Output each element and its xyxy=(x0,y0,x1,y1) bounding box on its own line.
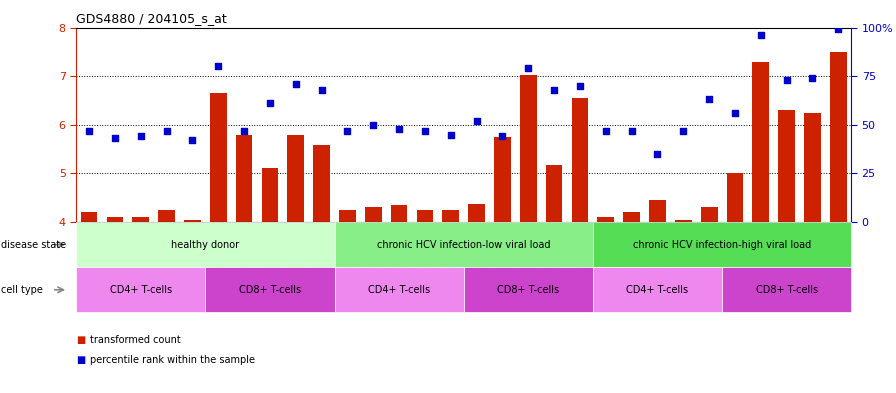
Point xyxy=(676,127,691,134)
Bar xyxy=(81,212,98,222)
Text: CD8+ T-cells: CD8+ T-cells xyxy=(755,285,818,295)
Bar xyxy=(236,136,253,222)
Text: ■: ■ xyxy=(76,335,85,345)
Point xyxy=(185,137,200,143)
Point xyxy=(780,77,794,83)
Point xyxy=(211,63,226,70)
Text: healthy donor: healthy donor xyxy=(171,240,239,250)
Point xyxy=(289,81,303,87)
Point xyxy=(82,127,96,134)
Point xyxy=(728,110,742,116)
Bar xyxy=(779,110,795,222)
Point xyxy=(547,86,561,93)
Bar xyxy=(830,52,847,222)
Bar xyxy=(133,217,149,222)
Bar xyxy=(572,98,589,222)
Bar xyxy=(675,220,692,222)
Point xyxy=(831,26,846,33)
Bar xyxy=(262,167,279,222)
Bar xyxy=(624,212,640,222)
Point xyxy=(237,127,251,134)
Bar xyxy=(598,217,614,222)
Point xyxy=(573,83,587,89)
Text: chronic HCV infection-high viral load: chronic HCV infection-high viral load xyxy=(633,240,811,250)
Bar xyxy=(520,75,537,222)
Point xyxy=(521,65,536,72)
Bar xyxy=(288,136,304,222)
Bar xyxy=(727,173,744,222)
Point xyxy=(444,131,458,138)
Bar xyxy=(339,210,356,222)
Point xyxy=(134,133,148,140)
Text: transformed count: transformed count xyxy=(90,335,180,345)
Text: CD4+ T-cells: CD4+ T-cells xyxy=(368,285,430,295)
Bar xyxy=(443,210,459,222)
Point xyxy=(108,135,122,141)
Point xyxy=(625,127,639,134)
Text: CD4+ T-cells: CD4+ T-cells xyxy=(109,285,172,295)
Bar xyxy=(701,208,718,222)
Text: percentile rank within the sample: percentile rank within the sample xyxy=(90,354,254,365)
Text: CD4+ T-cells: CD4+ T-cells xyxy=(626,285,688,295)
Bar xyxy=(469,204,485,222)
Point xyxy=(495,133,510,140)
Point xyxy=(702,96,716,103)
Bar xyxy=(804,113,821,222)
Bar xyxy=(649,200,666,222)
Bar xyxy=(159,210,175,222)
Text: CD8+ T-cells: CD8+ T-cells xyxy=(239,285,301,295)
Bar xyxy=(314,145,330,222)
Bar xyxy=(546,165,563,222)
Bar xyxy=(210,93,227,222)
Point xyxy=(314,86,329,93)
Bar xyxy=(494,137,511,222)
Point xyxy=(392,125,406,132)
Point xyxy=(650,151,665,157)
Bar xyxy=(391,205,408,222)
Text: cell type: cell type xyxy=(1,285,43,295)
Point xyxy=(340,127,355,134)
Bar xyxy=(365,208,382,222)
Text: ■: ■ xyxy=(76,354,85,365)
Point xyxy=(366,122,381,128)
Text: disease state: disease state xyxy=(1,240,66,250)
Bar xyxy=(753,62,769,222)
Point xyxy=(806,75,820,81)
Text: GDS4880 / 204105_s_at: GDS4880 / 204105_s_at xyxy=(76,12,227,25)
Bar xyxy=(417,210,434,222)
Bar xyxy=(107,217,124,222)
Point xyxy=(754,32,768,39)
Point xyxy=(599,127,613,134)
Point xyxy=(418,127,432,134)
Text: chronic HCV infection-low viral load: chronic HCV infection-low viral load xyxy=(377,240,550,250)
Point xyxy=(159,127,174,134)
Point xyxy=(263,100,277,107)
Text: CD8+ T-cells: CD8+ T-cells xyxy=(497,285,559,295)
Bar xyxy=(184,220,201,222)
Point xyxy=(470,118,484,124)
